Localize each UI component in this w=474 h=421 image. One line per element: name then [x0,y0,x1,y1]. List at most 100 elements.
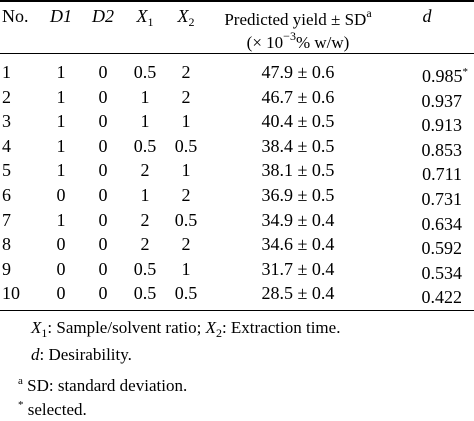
header-x1-var: X [136,6,148,26]
cell-desirability: 0.592 [398,233,468,259]
cell-desirability-value: 0.711 [422,164,462,184]
cell-x1: 1 [140,111,150,131]
cell-x2: 2 [181,62,191,82]
cell-d2: 0 [98,185,108,205]
cell-yield: 34.9 ± 0.4 [261,210,335,230]
footnote-sd: a SD: standard deviation. [18,370,187,397]
cell-d1: 1 [56,210,66,230]
cell-desirability-value: 0.592 [421,238,463,258]
cell-desirability-value: 0.634 [421,214,463,234]
cell-d2: 0 [98,234,108,254]
header-x1-sub: 1 [147,15,154,29]
header-yield-unit-pre: (× 10 [246,33,284,52]
header-d1: D1 [50,6,72,26]
header-x2-sub: 2 [188,15,195,29]
cell-no: 6 [2,185,11,205]
cell-x1: 1 [140,185,150,205]
cell-yield: 38.4 ± 0.5 [261,136,335,156]
cell-no: 5 [2,160,11,180]
footnote-d-text: : Desirability. [39,345,132,364]
cell-desirability-value: 0.534 [421,263,463,283]
cell-desirability-value: 0.913 [421,115,463,135]
header-yield-text: Predicted yield ± SD [224,10,367,29]
header-yield-footnote-mark: a [366,6,372,20]
cell-x1: 1 [140,87,150,107]
cell-desirability: 0.634 [398,209,468,235]
cell-d1: 0 [56,259,66,279]
header-rule [0,53,474,54]
footnote-x2-var: X [205,318,216,337]
header-yield-line1: Predicted yield ± SDa [212,2,384,31]
footnote-desirability: d: Desirability. [31,344,132,366]
cell-desirability-value: 0.985 [422,66,463,86]
cell-no: 2 [2,87,11,107]
cell-x1: 2 [140,210,150,230]
cell-desirability: 0.913 [398,110,468,136]
footnote-sd-mark: a [18,375,23,387]
cell-no: 1 [2,62,11,82]
cell-desirability: 0.853 [398,135,468,161]
cell-d1: 1 [56,160,66,180]
cell-yield: 28.5 ± 0.4 [261,283,335,303]
cell-no: 8 [2,234,11,254]
cell-yield: 38.1 ± 0.5 [261,160,335,180]
header-x2-var: X [177,6,189,26]
cell-x1: 0.5 [133,283,157,303]
cell-x2: 0.5 [174,283,198,303]
cell-selected-mark: * [462,66,469,78]
cell-desirability-value: 0.853 [421,140,463,160]
cell-d2: 0 [98,259,108,279]
cell-desirability: 0.731 [398,184,468,210]
table-top-rule [0,0,474,2]
footnote-x1-sub: 1 [41,326,48,340]
cell-yield: 47.9 ± 0.6 [261,62,335,82]
cell-x2: 2 [181,234,191,254]
cell-x1: 0.5 [133,259,157,279]
cell-x1: 2 [140,234,150,254]
cell-d2: 0 [98,136,108,156]
cell-x2: 1 [181,259,191,279]
header-d2: D2 [92,6,114,26]
footnote-sd-text: SD: standard deviation. [22,376,188,395]
table-bottom-rule [0,310,474,311]
header-yield-line2: (× 10−3% w/w) [212,25,384,54]
cell-x1: 2 [140,160,150,180]
header-x2: X2 [161,5,211,33]
cell-yield: 40.4 ± 0.5 [261,111,335,131]
footnote-x2-sub: 2 [215,326,222,340]
cell-d1: 1 [56,136,66,156]
header-desirability: d [422,6,432,26]
cell-desirability-value: 0.731 [421,189,463,209]
cell-d2: 0 [98,210,108,230]
cell-desirability: 0.937 [398,86,468,112]
cell-x1: 0.5 [133,136,157,156]
cell-x2: 2 [181,87,191,107]
header-no: No. [2,6,29,26]
header-yield-unit-exp: −3 [283,29,296,43]
cell-d2: 0 [98,87,108,107]
footnote-x1-text: : Sample/solvent ratio; [47,318,206,337]
cell-desirability: 0.985* [398,61,468,87]
cell-d2: 0 [98,111,108,131]
cell-d2: 0 [98,160,108,180]
cell-x2: 0.5 [174,210,198,230]
footnote-selected-text: selected. [23,400,87,419]
cell-d1: 0 [56,185,66,205]
cell-d1: 0 [56,234,66,254]
cell-x2: 1 [181,160,191,180]
footnote-variables: X1: Sample/solvent ratio; X2: Extraction… [31,317,340,344]
cell-desirability-value: 0.422 [421,287,463,307]
cell-desirability: 0.422 [398,282,468,308]
cell-d1: 1 [56,62,66,82]
footnote-d-var: d [31,345,40,364]
footnote-selected-mark: * [18,399,24,411]
cell-x2: 1 [181,111,191,131]
cell-x2: 0.5 [174,136,198,156]
cell-desirability: 0.711 [398,159,468,185]
cell-x2: 2 [181,185,191,205]
cell-no: 9 [2,259,11,279]
cell-d2: 0 [98,283,108,303]
cell-yield: 31.7 ± 0.4 [261,259,335,279]
cell-x1: 0.5 [133,62,157,82]
